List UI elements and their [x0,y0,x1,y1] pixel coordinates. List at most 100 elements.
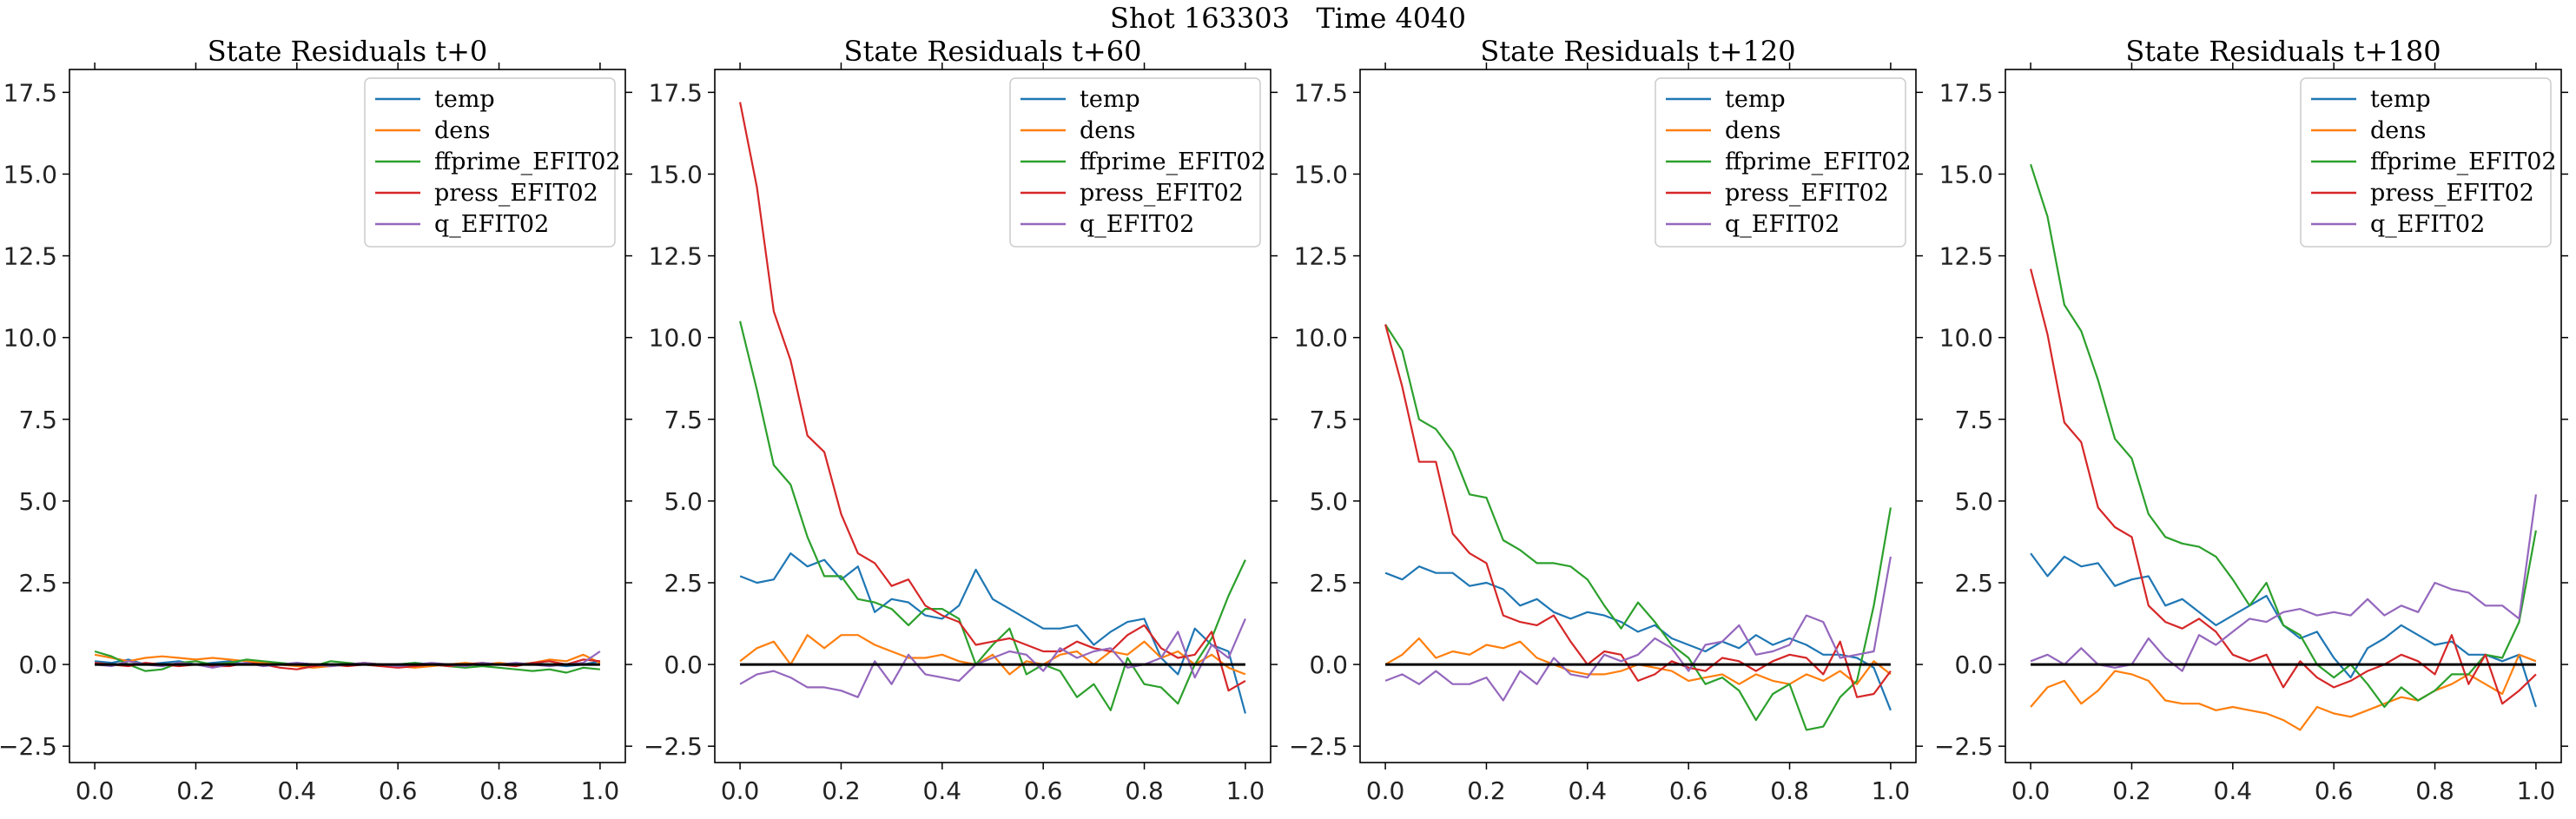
y-tick-label: 17.5 [3,78,57,107]
legend-label: q_EFIT02 [1080,211,1194,238]
series-line-q_EFIT02 [739,618,1246,698]
y-tick-label: 7.5 [664,406,703,434]
subplot-title: State Residuals t+60 [844,35,1142,68]
y-tick-label: 7.5 [1309,406,1348,434]
x-tick-label: 0.6 [379,776,418,805]
y-tick-label: 15.0 [1939,160,1993,188]
series-line-ffprime_EFIT02 [1384,324,1892,731]
x-tick-label: 0.8 [479,776,519,805]
y-tick-label: 15.0 [3,160,57,188]
y-tick-label: 0.0 [18,651,57,679]
subplot-0: State Residuals t+0 −2.5 0.0 2.5 5.0 7.5 10.0 1… [0,35,632,805]
legend-box [2300,77,2552,248]
x-tick-label: 0.2 [2112,776,2151,805]
y-tick-label: 17.5 [649,78,703,107]
y-tick-label: 7.5 [1954,406,1993,434]
y-tick-label: 12.5 [3,242,57,271]
legend-label: ffprime_EFIT02 [434,149,621,175]
y-tick-label: 15.0 [649,160,703,188]
y-tick-label: 15.0 [1294,160,1348,188]
x-tick-label: 1.0 [1872,776,1911,805]
x-tick-label: 0.4 [1569,776,1608,805]
y-tick-label: 2.5 [18,569,57,598]
y-tick-label: 2.5 [1309,569,1348,598]
x-tick-label: 0.0 [721,776,760,805]
y-tick-label: 17.5 [1939,78,1993,107]
y-tick-label: 0.0 [664,651,703,679]
legend-label: ffprime_EFIT02 [1725,149,1912,175]
series-line-press_EFIT02 [2030,268,2537,705]
series-line-press_EFIT02 [94,658,601,670]
legend-label: q_EFIT02 [2370,211,2485,238]
axes-frame [714,69,1271,763]
y-tick-label: 12.5 [1939,242,1993,271]
y-tick-label: 17.5 [1294,78,1348,107]
x-tick-label: 1.0 [581,776,620,805]
legend-label: ffprime_EFIT02 [2370,149,2557,175]
subplot-title: State Residuals t+180 [2125,35,2441,68]
legend-box [364,77,616,248]
series-line-press_EFIT02 [1384,324,1892,698]
series-line-temp [1384,565,1892,711]
x-tick-label: 1.0 [2517,776,2556,805]
x-tick-label: 0.6 [2315,776,2354,805]
x-tick-label: 0.4 [923,776,962,805]
axes-frame [1359,69,1917,763]
y-tick-label: 0.0 [1954,651,1993,679]
legend-label: dens [434,117,491,144]
x-tick-label: 0.2 [1467,776,1506,805]
x-tick-label: 0.4 [2214,776,2253,805]
y-tick-label: 10.0 [649,324,703,353]
legend-label: q_EFIT02 [1725,211,1840,238]
y-tick-label: 10.0 [1939,324,1993,353]
y-tick-label: 5.0 [664,487,703,516]
x-tick-label: 0.4 [278,776,317,805]
x-tick-label: 0.0 [76,776,115,805]
legend-label: temp [2370,86,2431,113]
y-tick-label: 5.0 [18,487,57,516]
x-tick-label: 0.8 [1770,776,1809,805]
legend-label: press_EFIT02 [1725,180,1889,207]
y-tick-label: −2.5 [1289,732,1348,761]
y-tick-label: 2.5 [664,569,703,598]
y-tick-label: 0.0 [1309,651,1348,679]
y-tick-label: −2.5 [0,732,57,761]
x-tick-label: 0.0 [2011,776,2051,805]
series-line-ffprime_EFIT02 [739,320,1246,711]
x-tick-label: 0.6 [1669,776,1708,805]
legend: temp dens ffprime_EFIT02 press_EFIT02 q_EFIT… [364,77,621,248]
legend-label: dens [1725,117,1781,144]
legend-label: temp [1080,86,1140,113]
subplot-2: State Residuals t+120 −2.5 0.0 2.5 5.0 7.5 10.… [1289,35,1923,805]
subplot-3: State Residuals t+180 −2.5 0.0 2.5 5.0 7.5 10.… [1934,35,2568,805]
legend-label: dens [2370,117,2427,144]
axes-frame [2005,69,2562,763]
y-tick-label: 7.5 [18,406,57,434]
subplot-title: State Residuals t+0 [208,35,488,68]
subplot-panels: State Residuals t+0 −2.5 0.0 2.5 5.0 7.5 10.0 1… [0,35,2568,805]
legend-label: dens [1080,117,1136,144]
y-tick-label: 5.0 [1954,487,1993,516]
y-tick-label: 10.0 [1294,324,1348,353]
legend-box [1655,77,1906,248]
x-tick-label: 0.8 [2415,776,2454,805]
x-tick-label: 0.2 [176,776,215,805]
x-tick-label: 0.0 [1366,776,1405,805]
legend: temp dens ffprime_EFIT02 press_EFIT02 q_EFIT… [1009,77,1266,248]
series-line-q_EFIT02 [1384,556,1892,702]
legend: temp dens ffprime_EFIT02 press_EFIT02 q_EFIT… [1655,77,1912,248]
y-tick-label: 12.5 [649,242,703,271]
y-tick-label: 10.0 [3,324,57,353]
legend-label: temp [1725,86,1786,113]
x-tick-label: 1.0 [1226,776,1265,805]
y-tick-label: −2.5 [644,732,703,761]
legend-label: press_EFIT02 [1080,180,1244,207]
axes-frame [69,69,626,763]
figure-suptitle: Shot 163303 Time 4040 [1110,2,1466,35]
y-tick-label: 5.0 [1309,487,1348,516]
legend-label: q_EFIT02 [434,211,549,238]
series-line-ffprime_EFIT02 [2030,163,2537,709]
x-tick-label: 0.2 [822,776,861,805]
legend-label: press_EFIT02 [434,180,598,207]
